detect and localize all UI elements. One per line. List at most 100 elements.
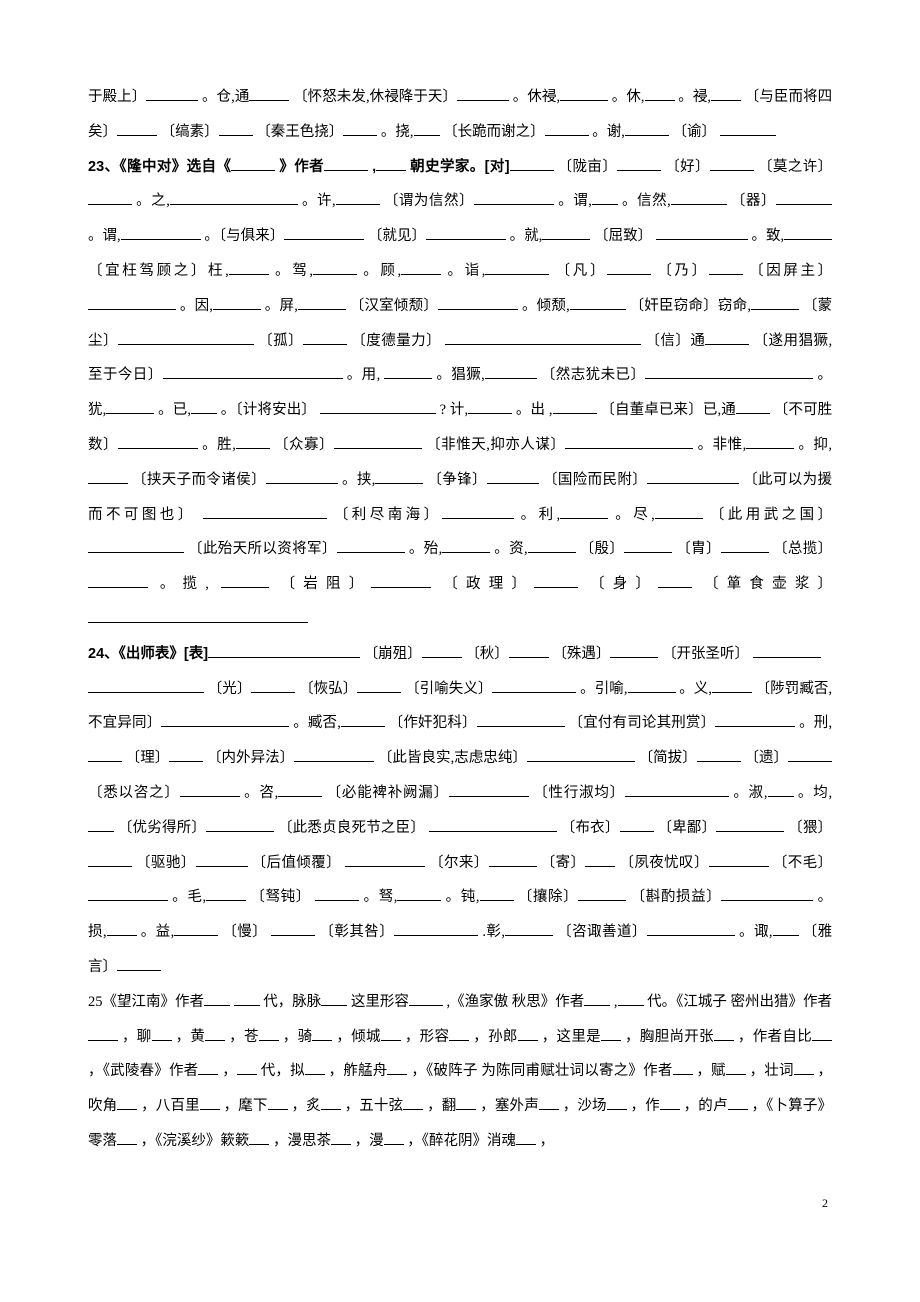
- t: 。义,: [679, 681, 712, 697]
- t: 。殆,: [409, 541, 442, 557]
- blank: [656, 225, 748, 241]
- blank: [152, 1025, 172, 1041]
- document-page: 于殿上〕 。仓,通 〔怀怒未发,休祲降于天〕 。休祲, 。休, 。祲, 〔与臣而…: [0, 0, 920, 1258]
- blank: [341, 712, 385, 728]
- blank: [485, 259, 549, 275]
- blank: [331, 1129, 351, 1145]
- t: ? 计,: [440, 402, 468, 418]
- blank: [784, 225, 832, 241]
- blank: [121, 225, 201, 241]
- blank: [312, 1025, 332, 1041]
- t: 〔自董卓已来〕已,通: [600, 402, 736, 418]
- blank: [221, 573, 269, 589]
- t: 〔好〕: [665, 159, 710, 175]
- blank: [205, 1025, 225, 1041]
- blank: [88, 573, 148, 589]
- t: 。因,: [180, 298, 213, 314]
- t: ，聊: [122, 1029, 152, 1045]
- blank: [655, 503, 703, 519]
- para-25: 25《望江南》作者 代，脉脉 这里形容 ,《渔家傲 秋思》作者 , 代。《江城子…: [88, 985, 832, 1159]
- blank: [381, 1025, 401, 1041]
- blank: [788, 747, 832, 763]
- blank: [660, 1095, 680, 1111]
- t: 〔胄〕: [676, 541, 721, 557]
- t: ，倾城: [336, 1029, 380, 1045]
- t: 〔因屏主〕: [749, 263, 832, 279]
- t: 〔猥〕: [788, 820, 832, 836]
- blank: [709, 259, 743, 275]
- blank: [357, 677, 401, 693]
- blank: [721, 886, 813, 902]
- blank: [456, 1095, 476, 1111]
- blank: [736, 399, 770, 415]
- blank: [146, 86, 198, 102]
- t: 〔优劣得所〕: [118, 820, 206, 836]
- blank: [534, 573, 578, 589]
- blank: [539, 1095, 559, 1111]
- blank: [489, 851, 537, 867]
- t: 。休,: [612, 89, 645, 105]
- t: ，: [540, 1133, 555, 1149]
- blank: [336, 190, 380, 206]
- blank: [578, 886, 626, 902]
- blank: [278, 781, 322, 797]
- blank: [592, 190, 618, 206]
- t: ，八百里: [141, 1098, 200, 1114]
- blank: [516, 1129, 536, 1145]
- t: 。臧否,: [293, 715, 341, 731]
- t: 。仓,通: [202, 89, 249, 105]
- t: 〔尔来〕: [429, 855, 489, 871]
- t: 。毛,: [172, 889, 206, 905]
- blank: [697, 747, 741, 763]
- t: 〔斟酌损益〕: [631, 889, 722, 905]
- blank: [343, 120, 377, 136]
- blank: [720, 120, 776, 136]
- blank: [449, 781, 529, 797]
- t: 。许,: [302, 193, 336, 209]
- t: 〔信〕通: [645, 333, 705, 349]
- t: 〔凡〕: [556, 263, 607, 279]
- t: 〔此皆良实,志虑忠纯〕: [378, 750, 527, 766]
- t: 这里形容: [351, 994, 409, 1010]
- blank: [117, 120, 157, 136]
- blank: [174, 921, 218, 937]
- blank: [313, 259, 357, 275]
- blank: [480, 886, 514, 902]
- t: 《隆中对》选自《: [119, 159, 231, 175]
- blank: [468, 399, 512, 415]
- t: 〔政理〕: [443, 576, 534, 592]
- blank: [715, 712, 795, 728]
- t: 〔彰其咎〕: [319, 924, 394, 940]
- blank: [266, 468, 338, 484]
- blank: [229, 259, 269, 275]
- t: 。尽,: [615, 507, 655, 523]
- blank: [259, 1025, 279, 1041]
- blank: [474, 190, 554, 206]
- blank: [711, 86, 741, 102]
- blank: [607, 1095, 627, 1111]
- t: 〔殷〕: [580, 541, 625, 557]
- blank: [607, 259, 651, 275]
- blank: [88, 190, 132, 206]
- t: 〔身〕: [590, 576, 658, 592]
- t: 〔奸臣窃命〕窃命,: [630, 298, 751, 314]
- blank: [213, 294, 261, 310]
- blank: [422, 642, 462, 658]
- blank: [198, 1060, 218, 1076]
- t: ，壮词: [750, 1063, 794, 1079]
- t: ，骑: [283, 1029, 313, 1045]
- t: 〔殊遇〕: [552, 646, 610, 662]
- t: 。挟,: [342, 472, 375, 488]
- t: 〔此用武之国〕: [710, 507, 832, 523]
- blank: [88, 538, 184, 554]
- blank: [375, 468, 423, 484]
- blank: [560, 503, 608, 519]
- t: 〔后值倾覆〕: [252, 855, 341, 871]
- blank: [298, 294, 346, 310]
- t: 。屏,: [265, 298, 298, 314]
- t: 。非惟,: [698, 437, 747, 453]
- t: 。就,: [510, 228, 543, 244]
- t: ，舴艋舟: [329, 1063, 388, 1079]
- blank: [394, 921, 478, 937]
- t: 。致,: [751, 228, 784, 244]
